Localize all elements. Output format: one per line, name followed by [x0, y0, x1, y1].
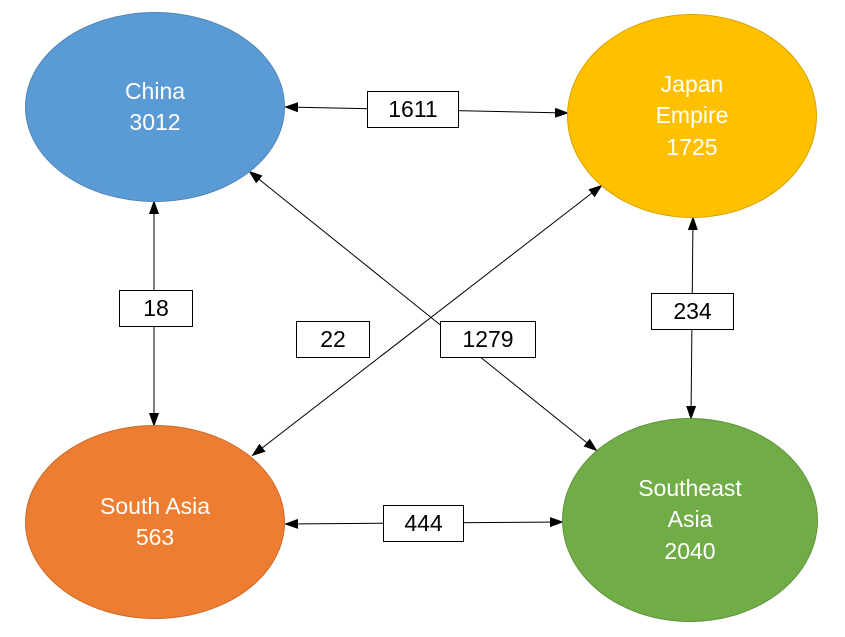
node-japan: Japan Empire 1725 [567, 14, 817, 218]
edge-label-china-japan: 1611 [367, 91, 459, 128]
node-value: 1725 [666, 132, 717, 163]
edge-label-japan-sasia: 1279 [440, 321, 536, 358]
edge-china-seasia [250, 172, 596, 450]
node-value: 3012 [129, 107, 180, 138]
edge-label-sasia-seasia: 444 [383, 505, 464, 542]
node-label: Southeast [638, 473, 742, 504]
node-label: China [125, 76, 185, 107]
node-label: Japan [661, 69, 724, 100]
node-label: Asia [668, 504, 713, 535]
edge-label-japan-seasia: 234 [651, 293, 734, 330]
node-label: South Asia [100, 491, 210, 522]
node-label: Empire [656, 100, 729, 131]
edge-label-china-sasia: 18 [119, 290, 193, 327]
node-south-asia: South Asia 563 [25, 425, 285, 619]
edge-label-china-seasia: 22 [296, 321, 370, 358]
node-southeast-asia: Southeast Asia 2040 [562, 418, 818, 622]
node-value: 2040 [664, 536, 715, 567]
node-china: China 3012 [25, 12, 285, 202]
diagram-canvas: China 3012 Japan Empire 1725 South Asia … [0, 0, 845, 637]
node-value: 563 [136, 522, 174, 553]
